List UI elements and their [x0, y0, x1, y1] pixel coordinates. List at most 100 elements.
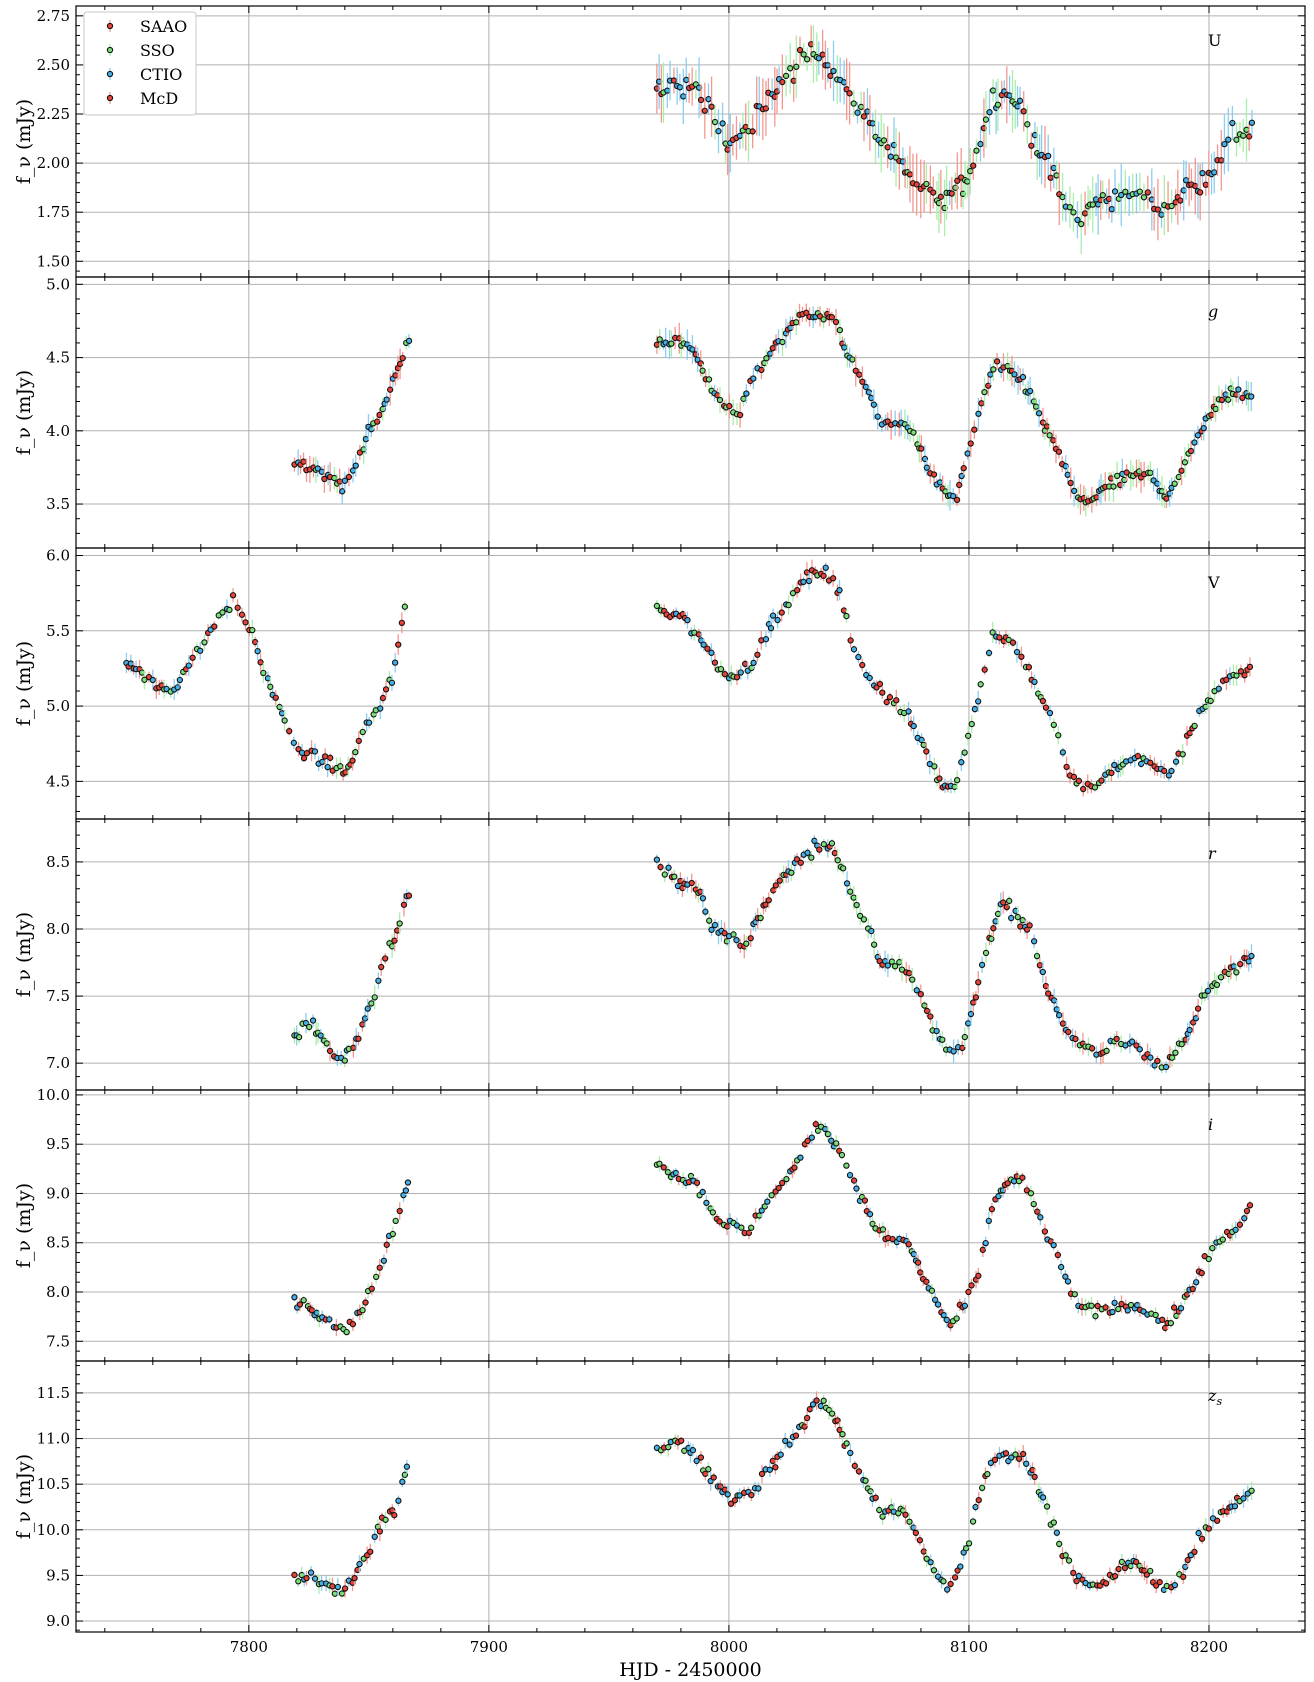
data-point — [1230, 963, 1237, 970]
data-point — [782, 1437, 789, 1445]
data-point — [1037, 1214, 1044, 1221]
data-point — [754, 651, 761, 658]
y-tick-label: 4.5 — [46, 772, 70, 790]
data-point — [1172, 1049, 1179, 1056]
data-point — [1240, 1495, 1247, 1502]
data-point — [1189, 1285, 1196, 1293]
data-point — [1008, 1454, 1015, 1461]
panel-r-band: 7.0 7.5 8.0 8.5 f_ν (mJy) r — [13, 818, 1306, 1091]
data-point — [793, 856, 801, 863]
data-point — [724, 1491, 731, 1498]
data-point — [723, 1223, 731, 1230]
data-point — [1246, 1202, 1254, 1209]
data-point — [1019, 917, 1026, 924]
data-point — [343, 1328, 350, 1336]
data-point — [830, 67, 837, 75]
data-point — [1070, 487, 1078, 495]
data-point — [965, 1288, 972, 1296]
data-point — [1050, 1241, 1057, 1249]
data-point — [311, 748, 319, 755]
y-tick-label: 10.0 — [37, 1086, 70, 1104]
panel-U-band: 1.50 1.75 2.00 2.25 2.50 2.75 f_ν (mJy) U SAAO SS… — [13, 5, 1306, 278]
data-point — [1241, 1215, 1248, 1222]
data-point — [719, 120, 726, 127]
data-point — [982, 1239, 989, 1247]
data-point — [972, 994, 980, 1001]
data-point — [1248, 119, 1256, 126]
data-point — [1147, 1054, 1154, 1061]
data-point — [1198, 1269, 1205, 1277]
data-point — [800, 51, 807, 58]
data-point — [149, 676, 156, 684]
data-point — [847, 1449, 854, 1457]
data-point — [1175, 473, 1182, 481]
data-point — [688, 879, 695, 887]
data-point — [883, 698, 890, 706]
data-point — [1152, 1311, 1159, 1319]
data-point — [868, 394, 875, 402]
data-point — [395, 641, 402, 648]
data-point — [790, 77, 797, 84]
data-point — [300, 1297, 307, 1304]
data-point — [127, 660, 135, 667]
data-point — [975, 1496, 982, 1504]
data-point — [201, 639, 208, 646]
data-point — [797, 1154, 804, 1161]
data-point — [342, 769, 349, 776]
data-point — [1178, 1041, 1185, 1048]
data-point — [1217, 974, 1225, 981]
band-label: i — [1208, 1115, 1213, 1134]
data-point — [1192, 182, 1199, 190]
data-point — [326, 1047, 334, 1055]
data-point — [820, 316, 827, 323]
data-point — [747, 935, 754, 942]
data-point — [930, 471, 938, 478]
data-point — [1070, 773, 1078, 781]
data-point — [1113, 1035, 1120, 1043]
data-point — [971, 705, 979, 713]
data-point — [388, 679, 396, 686]
data-point — [803, 56, 811, 63]
data-point — [1163, 495, 1170, 502]
y-axis-title: f_ν (mJy) — [13, 912, 35, 997]
data-point — [923, 1007, 931, 1015]
data-point — [979, 1246, 986, 1253]
data-point — [1178, 467, 1185, 474]
data-point — [1020, 1450, 1027, 1458]
data-point — [711, 921, 719, 929]
data-point — [1240, 132, 1247, 139]
data-point — [758, 1470, 766, 1478]
data-point — [950, 492, 957, 500]
data-point — [401, 1471, 409, 1478]
data-point — [905, 1241, 912, 1248]
data-point — [291, 1294, 298, 1301]
data-point — [234, 604, 241, 611]
data-point — [311, 1575, 319, 1582]
data-point — [953, 496, 961, 504]
data-point — [964, 178, 971, 185]
data-point — [1201, 992, 1208, 999]
data-point — [1074, 216, 1081, 224]
data-point — [822, 564, 829, 571]
data-point — [1030, 1200, 1037, 1208]
data-point — [374, 418, 381, 425]
data-point — [1010, 1178, 1018, 1185]
data-point — [1065, 1028, 1072, 1036]
data-point — [1172, 758, 1180, 765]
data-point — [1054, 1251, 1062, 1259]
data-point — [920, 741, 927, 749]
data-point — [921, 455, 929, 463]
data-point — [726, 402, 733, 410]
data-point — [1094, 1302, 1101, 1310]
data-point — [743, 940, 750, 947]
data-point — [833, 1140, 840, 1147]
data-point — [361, 1015, 369, 1022]
panel-V-band: 4.5 5.0 5.5 6.0 f_ν (mJy) V — [13, 547, 1306, 820]
data-point — [936, 775, 943, 782]
legend-label: McD — [140, 89, 178, 108]
data-point — [1136, 1046, 1143, 1053]
data-point — [251, 638, 259, 646]
data-point — [987, 1459, 995, 1467]
data-point — [868, 927, 875, 935]
data-point — [1140, 194, 1148, 201]
